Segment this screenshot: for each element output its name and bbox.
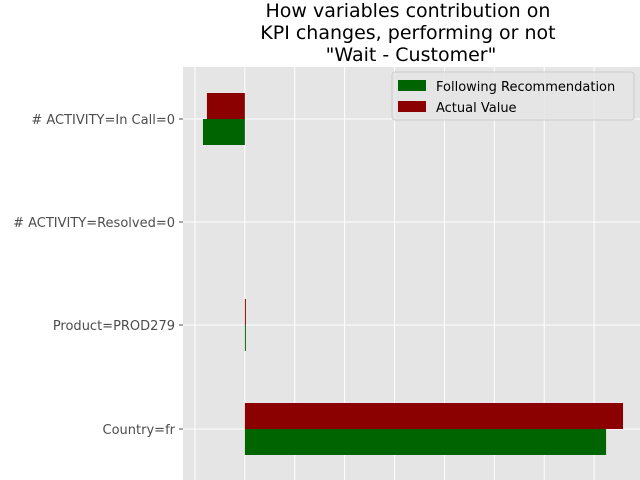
- chart-title: How variables contribution on KPI change…: [260, 0, 561, 66]
- chart-title-line: KPI changes, performing or not: [260, 22, 555, 44]
- legend-swatch-following-recommendation: [398, 80, 426, 91]
- bar-actual-value-activity-in-call-0: [206, 93, 245, 119]
- y-tick-label-product-prod279: Product=PROD279: [53, 319, 175, 334]
- bar-following-recommendation-country-fr: [244, 429, 607, 455]
- chart-title-line: "Wait - Customer": [326, 44, 497, 66]
- y-tick-label-activity-resolved-0: # ACTIVITY=Resolved=0: [13, 216, 175, 231]
- bars: [202, 93, 624, 455]
- legend: Following Recommendation Actual Value: [391, 71, 635, 121]
- legend-swatch-actual-value: [398, 101, 426, 112]
- bar-actual-value-country-fr: [244, 403, 624, 429]
- bar-following-recommendation-activity-in-call-0: [202, 119, 245, 145]
- legend-label-actual-value: Actual Value: [436, 101, 517, 116]
- y-tick-label-activity-in-call-0: # ACTIVITY=In Call=0: [31, 113, 175, 128]
- legend-box: [391, 71, 635, 121]
- bar-actual-value-product-prod279: [244, 299, 246, 325]
- legend-label-following-recommendation: Following Recommendation: [436, 80, 615, 95]
- chart-title-line: How variables contribution on: [266, 0, 551, 22]
- bar-following-recommendation-product-prod279: [244, 325, 246, 351]
- y-axis: # ACTIVITY=In Call=0 # ACTIVITY=Resolved=…: [13, 113, 183, 438]
- y-tick-label-country-fr: Country=fr: [103, 423, 176, 438]
